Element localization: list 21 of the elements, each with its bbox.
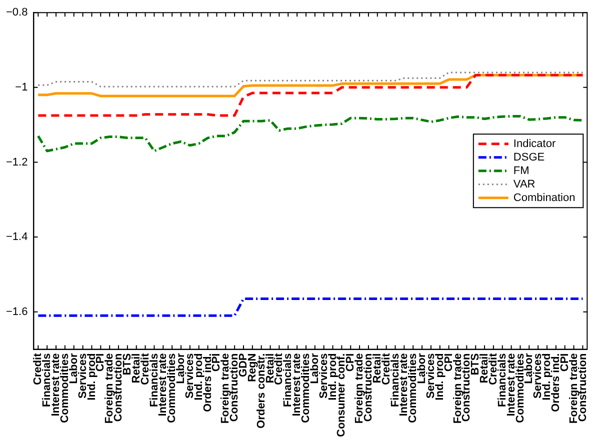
- line-series: [36, 74, 584, 117]
- y-tick-label: −1.2: [6, 156, 28, 168]
- x-tick-label: Financials: [496, 353, 508, 408]
- y-tick-label: −1: [15, 81, 28, 94]
- legend-label: Combination: [513, 192, 576, 204]
- y-tick-label: −1.6: [6, 306, 28, 318]
- x-tick-label: Labor: [68, 352, 80, 384]
- x-tick-label: Labor: [308, 352, 321, 384]
- legend-label: DSGE: [513, 151, 545, 164]
- x-tick-label: Construction: [576, 353, 589, 422]
- x-tick-label: RegN: [246, 353, 258, 382]
- x-tick-label: Ind. prod: [326, 353, 339, 400]
- line-series: [37, 72, 584, 88]
- line-series: [36, 114, 584, 152]
- legend-label: FM: [513, 164, 530, 177]
- x-tick-label: Ind. prod: [86, 353, 98, 400]
- y-tick-label: −0.8: [6, 6, 28, 19]
- legend-label: Indicator: [513, 138, 556, 150]
- y-tick-label: −1.4: [6, 231, 28, 244]
- x-tick-label: Ind. prod: [434, 353, 446, 400]
- legend-label: VAR: [513, 178, 536, 190]
